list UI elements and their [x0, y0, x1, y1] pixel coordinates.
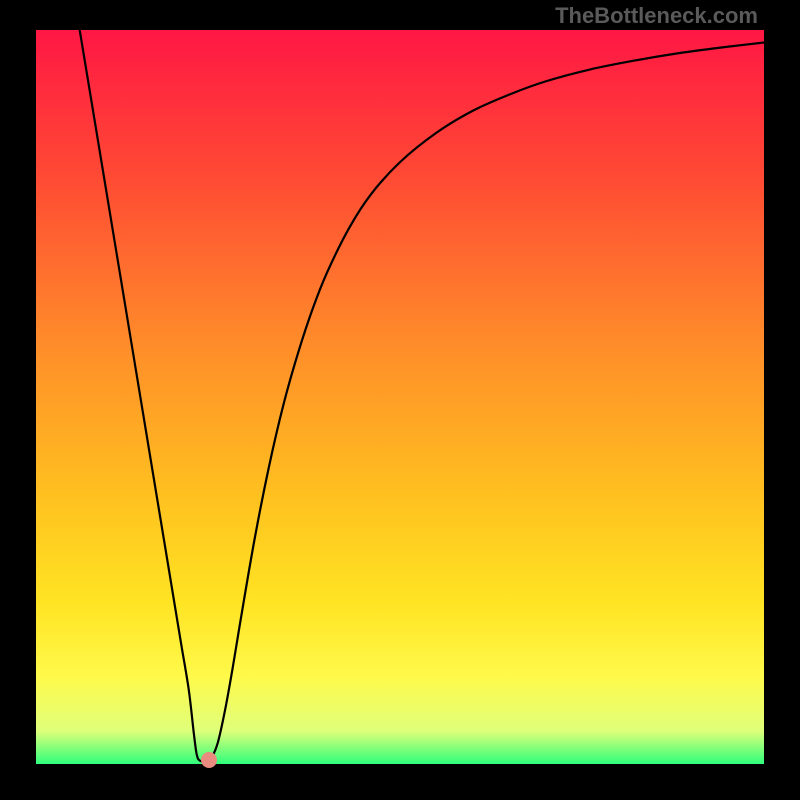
chart-frame: TheBottleneck.com — [0, 0, 800, 800]
watermark-text: TheBottleneck.com — [555, 3, 758, 29]
plot-area — [36, 30, 764, 764]
optimum-marker — [201, 752, 217, 768]
